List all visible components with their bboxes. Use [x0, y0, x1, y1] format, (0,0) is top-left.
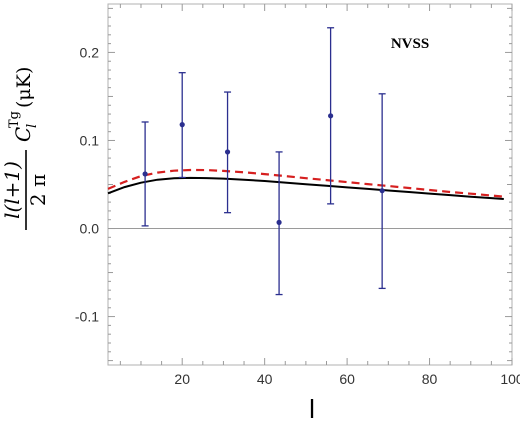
- x-tick-label: 60: [339, 371, 355, 387]
- y-tick-label: 0.1: [80, 132, 100, 148]
- data-point: [142, 171, 148, 177]
- data-point: [276, 219, 282, 225]
- x-tick-label: 80: [422, 371, 438, 387]
- data-point: [328, 113, 334, 119]
- data-point: [224, 149, 231, 155]
- y-label-symbol: C: [11, 127, 35, 142]
- y-label-subscript: l: [25, 124, 40, 128]
- y-label-superscript: Tg: [7, 111, 22, 128]
- y-tick-label: 0.2: [80, 44, 100, 60]
- y-tick-label: 0.0: [80, 221, 100, 237]
- x-tick-label: 20: [174, 371, 190, 387]
- y-label-numerator: l(l+1): [0, 161, 24, 219]
- series-line-solid: [107, 176, 504, 200]
- x-tick-label: 100: [500, 371, 520, 387]
- y-label-denominator: 2 π: [26, 174, 50, 206]
- data-point: [379, 188, 385, 194]
- y-label-unit: (μK): [13, 67, 35, 108]
- x-axis-label: l: [309, 394, 315, 424]
- data-point: [179, 122, 185, 128]
- y-axis-label: l(l+1) 2 π C l Tg (μK): [0, 67, 50, 230]
- y-tick-label: -0.1: [75, 309, 99, 325]
- x-tick-label: 40: [257, 371, 273, 387]
- dataset-annotation: NVSS: [391, 36, 429, 52]
